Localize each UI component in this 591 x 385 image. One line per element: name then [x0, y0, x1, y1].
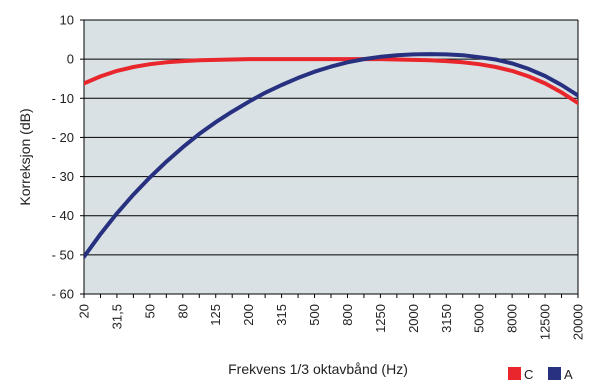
- x-tick-label: 8000: [505, 304, 520, 333]
- x-tick-label: 31,5: [109, 304, 124, 329]
- x-tick-label: 80: [175, 304, 190, 318]
- legend-swatch-C: [508, 367, 521, 380]
- x-tick-label: 315: [274, 304, 289, 326]
- y-tick-label: - 40: [52, 208, 74, 223]
- series-line-A: [84, 52, 578, 259]
- y-tick-label: - 60: [52, 287, 74, 302]
- x-tick-label: 2000: [406, 304, 421, 333]
- y-tick-label: - 30: [52, 169, 74, 184]
- y-tick-label: - 20: [52, 130, 74, 145]
- y-axis-label: Korreksjon (dB): [17, 108, 33, 205]
- x-tick-label: 3150: [439, 304, 454, 333]
- x-tick-label: 20000: [571, 304, 586, 340]
- x-tick-label: 1250: [373, 304, 388, 333]
- legend-label-A: A: [564, 367, 573, 382]
- x-tick-labels: 20 31,5 50 80 125 200 315 500 800 1250 2000 3150 500…: [77, 304, 586, 340]
- series-line-C: [84, 57, 578, 105]
- x-tick-label: 12500: [538, 304, 553, 340]
- y-tick-labels: 10 0 - 10 - 20 - 30 - 40 - 50 - 60: [52, 13, 74, 302]
- x-tick-label: 500: [307, 304, 322, 326]
- series-lines: [84, 52, 578, 259]
- x-tick-label: 50: [142, 304, 157, 318]
- y-tick-label: - 10: [52, 91, 74, 106]
- x-tick-label: 200: [241, 304, 256, 326]
- legend-label-C: C: [524, 367, 533, 382]
- y-tick-label: - 50: [52, 247, 74, 262]
- y-tick-label: 0: [67, 52, 74, 67]
- x-tick-label: 5000: [472, 304, 487, 333]
- x-tick-label: 20: [77, 304, 92, 318]
- x-tick-label: 800: [340, 304, 355, 326]
- y-tick-label: 10: [60, 13, 74, 28]
- x-axis-label: Frekvens 1/3 oktavbånd (Hz): [228, 361, 408, 377]
- legend-swatch-A: [548, 367, 561, 380]
- x-tick-label: 125: [208, 304, 223, 326]
